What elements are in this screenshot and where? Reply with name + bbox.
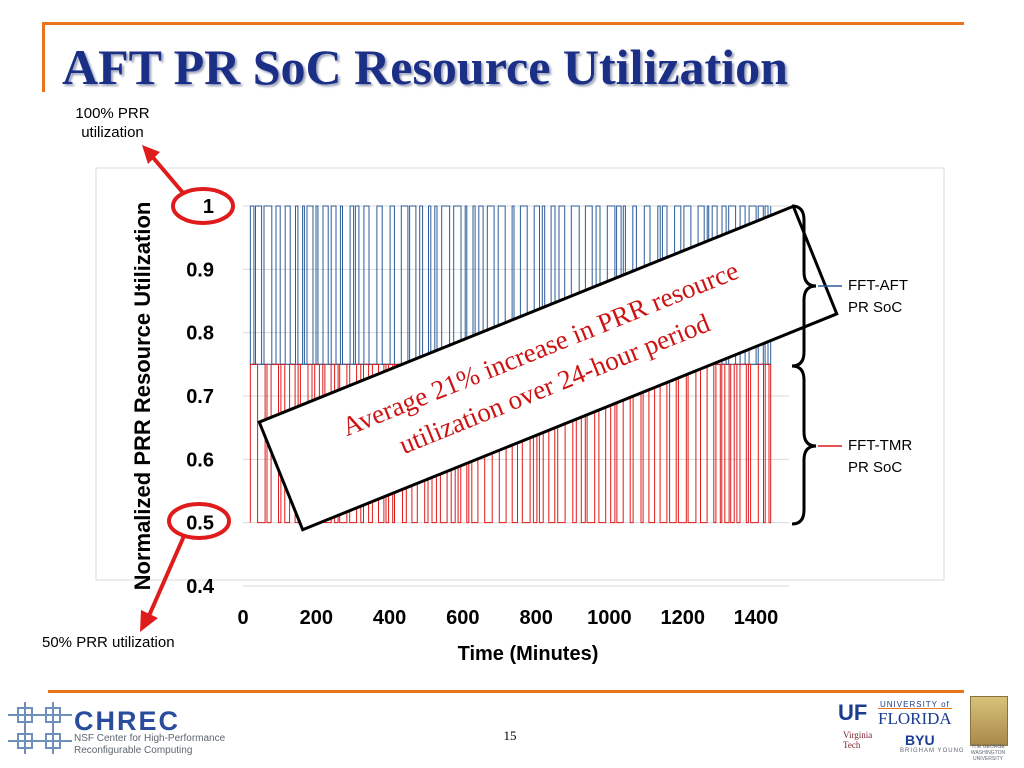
arrow-top-head: [142, 145, 160, 164]
x-tick-400: 400: [373, 607, 406, 629]
footer-rule: [48, 690, 964, 693]
bottom-utilization-note: 50% PRR utilization: [42, 634, 175, 651]
gwu-logo-text: THE GEORGE WASHINGTON UNIVERSITY: [970, 744, 1006, 762]
arrow-bottom-shaft: [146, 535, 186, 619]
top-note-line1: 100% PRR: [75, 105, 150, 122]
y-tick-labels: 0.4 0.5 0.6 0.7 0.8 0.9 1: [186, 196, 215, 598]
x-tick-1400: 1400: [734, 607, 779, 629]
top-utilization-note: 100% PRR utilization: [50, 104, 175, 142]
x-tick-0: 0: [237, 607, 248, 629]
highlight-circle-bottom: [167, 502, 231, 540]
arrow-top-shaft: [148, 152, 186, 196]
title-rule-left: [42, 22, 45, 92]
y-tick-0.7: 0.7: [186, 386, 214, 408]
uf-logo-mark: UF: [838, 700, 868, 725]
arrow-bottom-head: [140, 610, 158, 632]
byu-logo: BYU: [905, 732, 935, 748]
utilization-chart: 0.4 0.5 0.6 0.7 0.8 0.9 1 0 200 400 600 800 1000 120…: [95, 145, 945, 665]
legend-tmr-line2: PR SoC: [848, 459, 902, 476]
chrec-subtitle-1: NSF Center for High-Performance: [74, 733, 226, 744]
chrec-icon: [8, 702, 72, 754]
y-tick-0.8: 0.8: [186, 323, 214, 345]
y-tick-0.6: 0.6: [186, 449, 214, 471]
legend-tmr-line1: FFT-TMR: [848, 437, 912, 454]
uf-logo-name: FLORIDA: [878, 708, 952, 728]
x-tick-labels: 0 200 400 600 800 1000 1200 1400: [237, 607, 778, 629]
y-tick-0.4: 0.4: [186, 576, 215, 598]
y-tick-1: 1: [203, 196, 214, 218]
title-rule-top: [42, 22, 964, 25]
x-axis-label: Time (Minutes): [458, 643, 599, 665]
highlight-circle-top: [171, 187, 235, 225]
chrec-subtitle-2: Reconfigurable Computing: [74, 745, 193, 756]
x-tick-600: 600: [446, 607, 479, 629]
chrec-logo-text: CHREC: [74, 706, 181, 736]
top-note-line2: utilization: [81, 124, 144, 141]
y-axis-label: Normalized PRR Resource Utilization: [130, 202, 155, 591]
x-tick-800: 800: [519, 607, 552, 629]
y-tick-0.5: 0.5: [186, 513, 214, 535]
legend-aft-line1: FFT-AFT: [848, 277, 908, 294]
x-tick-1200: 1200: [660, 607, 705, 629]
slide-title: AFT PR SoC Resource Utilization: [62, 39, 788, 95]
x-tick-1000: 1000: [587, 607, 632, 629]
gwu-portrait-logo: [970, 696, 1008, 746]
byu-logo-subtitle: BRIGHAM YOUNG: [900, 748, 965, 754]
x-tick-200: 200: [300, 607, 333, 629]
uf-logo-university: UNIVERSITY of: [880, 700, 950, 709]
virginia-tech-logo: Virginia Tech: [843, 730, 873, 750]
legend-aft-line2: PR SoC: [848, 299, 902, 316]
brace-aft: [791, 204, 817, 368]
callout-frame: [257, 204, 839, 532]
y-tick-0.9: 0.9: [186, 259, 214, 281]
page-number: 15: [503, 728, 517, 743]
brace-tmr: [791, 364, 817, 526]
